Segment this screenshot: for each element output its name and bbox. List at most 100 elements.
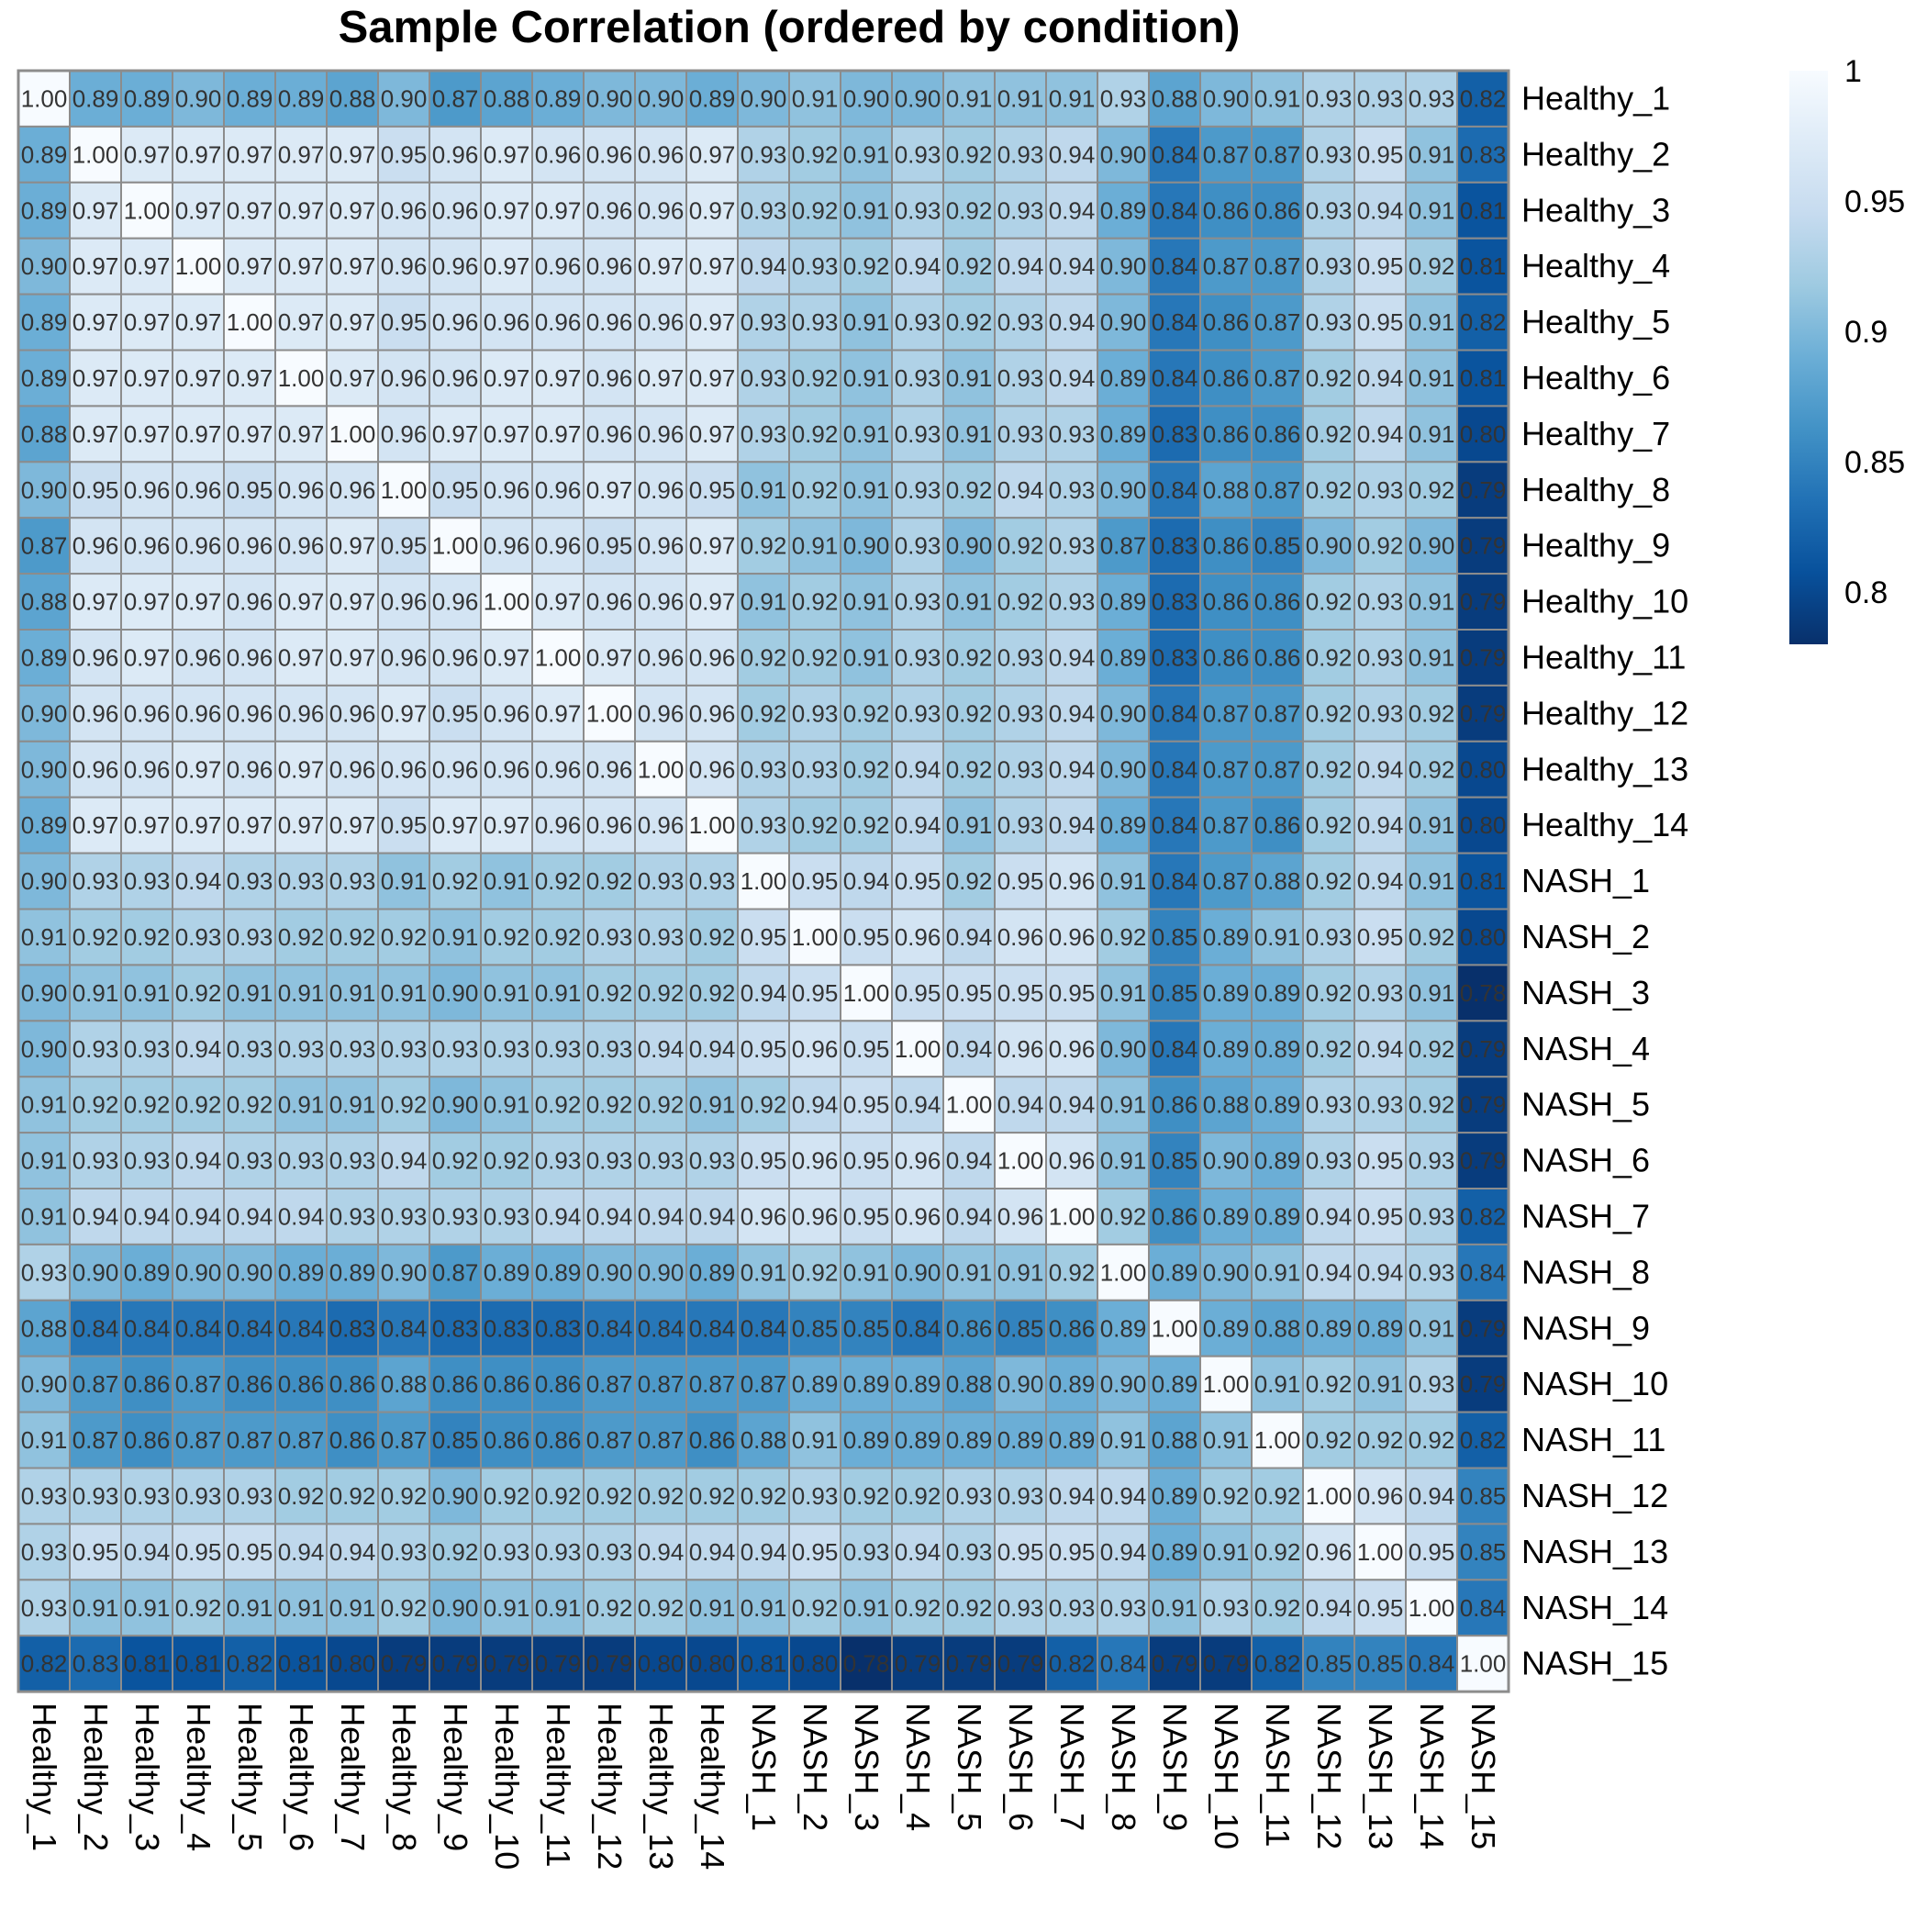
cell-value-label: 0.85 (432, 1426, 479, 1454)
column-label: Healthy_5 (231, 1703, 269, 1851)
heatmap-cell (377, 181, 430, 240)
heatmap-cell (326, 517, 379, 575)
cell-value-label: 0.97 (484, 364, 530, 392)
cell-value-label: 0.86 (1203, 196, 1250, 224)
row-label: NASH_9 (1521, 1309, 1650, 1346)
cell-value-label: 0.91 (843, 1258, 890, 1286)
heatmap-cell (891, 125, 944, 184)
cell-value-label: 0.91 (1254, 1370, 1301, 1398)
heatmap-cell (1456, 908, 1509, 966)
heatmap-cell (1097, 1579, 1150, 1637)
heatmap-cell (531, 1523, 585, 1581)
cell-value-label: 0.94 (1049, 755, 1096, 783)
heatmap-cell (1353, 1355, 1407, 1413)
heatmap-cell (1353, 1076, 1407, 1134)
heatmap-cell (1405, 684, 1458, 743)
cell-value-label: 0.94 (946, 923, 993, 951)
row-label: NASH_13 (1521, 1533, 1668, 1570)
cell-value-label: 0.79 (484, 1650, 530, 1678)
heatmap-cell (840, 70, 893, 128)
heatmap-cell (1045, 684, 1098, 743)
heatmap-cell (69, 1188, 122, 1245)
cell-value-label: 0.94 (278, 1202, 325, 1230)
cell-value-label: 0.84 (278, 1314, 325, 1342)
cell-value-label: 0.79 (535, 1650, 582, 1678)
cell-value-label: 0.92 (946, 755, 993, 783)
cell-value-label: 0.92 (1357, 532, 1404, 560)
cell-value-label: 0.94 (175, 1202, 222, 1230)
cell-value-label: 0.93 (72, 1147, 119, 1175)
cell-value-label: 0.90 (1100, 140, 1147, 168)
cell-value-label: 0.94 (689, 1538, 736, 1566)
row-label: Healthy_7 (1521, 415, 1670, 452)
heatmap-cell (1199, 908, 1253, 966)
cell-value-label: 0.90 (1306, 532, 1353, 560)
cell-value-label: 0.79 (946, 1650, 993, 1678)
cell-value-label: 0.91 (741, 1258, 787, 1286)
cell-value-label: 0.92 (997, 532, 1044, 560)
cell-value-label: 0.93 (1049, 532, 1096, 560)
cell-value-label: 0.80 (1460, 923, 1507, 951)
cell-value-label: 0.93 (381, 1538, 428, 1566)
cell-value-label: 0.96 (535, 252, 582, 280)
heatmap-cell (1097, 1299, 1150, 1357)
cell-value-label: 0.97 (124, 140, 171, 168)
cell-value-label: 0.86 (1203, 364, 1250, 392)
heatmap-cell (17, 629, 71, 687)
cell-value-label: 0.92 (175, 1594, 222, 1622)
cell-value-label: 0.79 (1460, 1091, 1507, 1119)
column-label: Healthy_9 (437, 1703, 474, 1851)
cell-value-label: 0.94 (1357, 811, 1404, 839)
heatmap-cell (788, 1523, 841, 1581)
cell-value-label: 0.80 (792, 1650, 839, 1678)
heatmap-cell (583, 1299, 636, 1357)
cell-value-label: 0.93 (946, 1482, 993, 1510)
cell-value-label: 0.94 (1049, 811, 1096, 839)
row-label: NASH_8 (1521, 1253, 1650, 1290)
heatmap-cell (1199, 1188, 1253, 1245)
cell-value-label: 0.93 (997, 196, 1044, 224)
heatmap-cell (69, 1523, 122, 1581)
cell-value-label: 0.94 (946, 1035, 993, 1063)
cell-value-label: 0.91 (1409, 588, 1455, 616)
heatmap-cell (737, 796, 790, 854)
cell-value-label: 0.90 (1100, 755, 1147, 783)
cell-value-label: 0.89 (1100, 588, 1147, 616)
cell-value-label: 0.93 (1306, 1147, 1353, 1175)
cell-value-label: 0.95 (1357, 1202, 1404, 1230)
cell-value-label: 0.86 (124, 1370, 171, 1398)
heatmap-cell (891, 293, 944, 352)
heatmap-cell (172, 573, 225, 631)
cell-value-label: 0.90 (21, 699, 68, 727)
cell-value-label: 0.94 (124, 1538, 171, 1566)
heatmap-cell (737, 1411, 790, 1469)
cell-value-label: 0.97 (329, 196, 376, 224)
cell-value-label: 0.90 (997, 1370, 1044, 1398)
cell-value-label: 0.93 (895, 588, 941, 616)
heatmap-cell (583, 796, 636, 854)
cell-value-label: 0.87 (278, 1426, 325, 1454)
cell-value-label: 0.92 (484, 1482, 530, 1510)
cell-value-label: 0.88 (484, 84, 530, 112)
cell-value-label: 0.89 (1203, 1035, 1250, 1063)
cell-value-label: 0.96 (638, 196, 685, 224)
cell-value-label: 0.87 (432, 84, 479, 112)
cell-value-label: 0.90 (21, 1035, 68, 1063)
cell-value-label: 0.91 (843, 476, 890, 504)
cell-value-label: 0.92 (1409, 699, 1455, 727)
cell-value-label: 0.93 (175, 1482, 222, 1510)
heatmap-cell (788, 349, 841, 408)
cell-value-label: 0.96 (381, 196, 428, 224)
heatmap-cell (788, 70, 841, 128)
cell-value-label: 0.93 (1100, 1594, 1147, 1622)
cell-value-label: 0.89 (1049, 1426, 1096, 1454)
cell-value-label: 0.95 (843, 1035, 890, 1063)
cell-value-label: 0.92 (1409, 1426, 1455, 1454)
heatmap-cell (1353, 964, 1407, 1022)
heatmap-cell (685, 517, 739, 575)
cell-value-label: 0.94 (278, 1538, 325, 1566)
heatmap-cell (634, 1020, 687, 1078)
cell-value-label: 0.93 (227, 867, 273, 895)
cell-value-label: 0.86 (1203, 643, 1250, 671)
row-label: Healthy_5 (1521, 303, 1670, 341)
